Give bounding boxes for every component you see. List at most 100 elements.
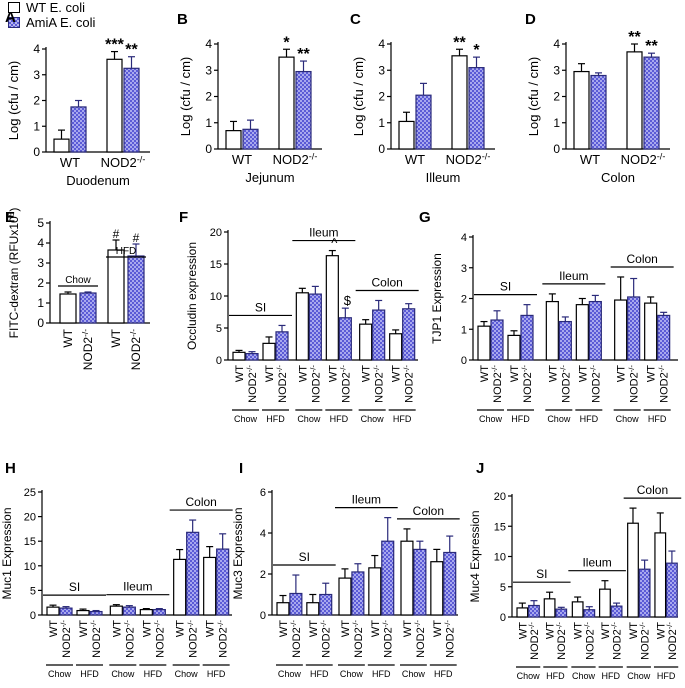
x-tick-label: WT [509,365,521,382]
bar-G-Ileum-1 [558,320,572,361]
x-tick-label: NOD2-/- [527,622,541,660]
significance-mark: ** [125,42,138,59]
y-tick-label: 15 [210,259,222,271]
y-tick-label: 4 [461,232,467,244]
y-tick-label: 3 [461,263,467,275]
bar-D-NOD2-/--ami [643,56,660,150]
x-tick-label: NOD2-/- [610,622,624,660]
x-tick-label: WT [577,365,589,382]
x-tick-label: WT [646,365,658,382]
bar-J-SI-1 [528,604,540,618]
group-label: Chow [65,275,91,286]
y-tick-label: 20 [494,491,506,503]
y-tick-label: 3 [37,256,44,270]
bar-I-Ileum-3 [381,540,395,616]
x-axis-label: Colon [601,170,635,185]
bar-D-WT-ami [590,74,607,150]
panel-label-J: J [476,460,484,477]
y-tick-label: 2 [553,90,560,104]
bar-B-NOD2-/--wt [278,56,295,150]
diet-label: Chow [616,414,640,424]
bar-E-0 [59,293,77,324]
x-tick-label: NOD2-/- [665,622,679,660]
bar-J-Colon-1 [638,568,651,618]
region-label: Colon [637,483,668,497]
y-tick-label: 10 [210,291,222,303]
x-tick-label: NOD2-/- [657,365,671,403]
x-tick-label: WT [391,365,403,382]
y-axis-label: TJP1 Expression [430,253,444,344]
y-tick-label: 1 [205,116,212,130]
region-label: Ileum [352,493,381,507]
x-tick-label: NOD2-/- [638,622,652,660]
bar-C-WT-wt [398,120,415,150]
x-tick-label: WT [402,620,414,637]
bar-I-Colon-3 [443,551,457,616]
significance-mark: ** [645,38,658,55]
x-tick-label: WT [297,365,309,382]
diet-label: HFD [434,669,453,679]
significance-mark: ^ [331,236,338,251]
region-label: Ileum [559,269,588,283]
bar-F-Colon-0 [359,323,373,361]
x-tick-label: NOD2-/- [413,620,427,658]
region-label: SI [299,550,310,564]
region-label: SI [255,300,266,314]
panel-label-F: F [179,209,188,226]
bar-F-SI-0 [232,351,246,361]
legend-item-amia: AmiA E. coli [8,15,95,30]
bar-G-Colon-0 [614,299,628,361]
diet-label: HFD [144,669,163,679]
x-axis-label: Illeum [426,170,461,185]
bar-C-NOD2-/--ami [468,67,485,150]
x-tick-label: WT [60,155,80,170]
y-tick-label: 4 [33,42,40,56]
x-tick-label: WT [405,152,425,167]
region-label: Ileum [123,580,152,594]
x-tick-label: WT [655,622,667,639]
bar-J-Colon-3 [665,562,678,618]
diet-label: Chow [48,669,72,679]
bar-I-SI-2 [306,602,320,616]
y-tick-label: 2 [33,94,40,108]
y-tick-label: 20 [210,227,222,239]
y-tick-label: 0 [216,355,222,367]
y-tick-label: 1 [553,116,560,130]
x-tick-label: WT [48,620,60,637]
y-axis-label: Log (cfu / cm) [526,57,541,136]
y-tick-label: 2 [260,569,266,581]
bar-F-SI-1 [245,353,259,361]
x-tick-label: WT [61,328,75,347]
significance-mark: * [283,34,290,51]
y-tick-label: 2 [37,276,44,290]
bar-I-SI-3 [319,593,333,616]
y-tick-label: 25 [24,487,36,499]
region-label: Ileum [309,226,338,240]
x-axis-label: Duodenum [66,173,130,188]
y-axis-label: Log (cfu / cm) [351,57,366,136]
bar-H-SI-1 [59,607,73,616]
diet-label: HFD [266,414,285,424]
x-tick-label: WT [616,365,628,382]
x-tick-label: NOD2-/- [372,365,386,403]
bar-B-NOD2-/--ami [295,70,312,150]
bar-F-Colon-2 [389,333,403,361]
y-tick-label: 4 [553,37,560,51]
x-tick-label: WT [600,622,612,639]
y-tick-label: 5 [30,585,36,597]
y-axis-label: Muc1 Expression [0,507,14,599]
bar-D-WT-wt [573,70,590,150]
bar-A-WT-ami [70,106,87,153]
bar-B-WT-wt [225,130,242,150]
diet-label: Chow [402,669,426,679]
y-tick-label: 1 [378,116,385,130]
region-label: SI [500,280,511,294]
x-tick-label: WT [234,365,246,382]
y-tick-label: 15 [494,521,506,533]
bar-H-Ileum-1 [122,606,136,616]
significance-mark: * [473,42,480,59]
bar-G-SI-1 [490,319,504,361]
y-tick-label: 3 [205,63,212,77]
legend-swatch-amia [8,17,20,28]
bar-H-Colon-0 [173,558,187,616]
